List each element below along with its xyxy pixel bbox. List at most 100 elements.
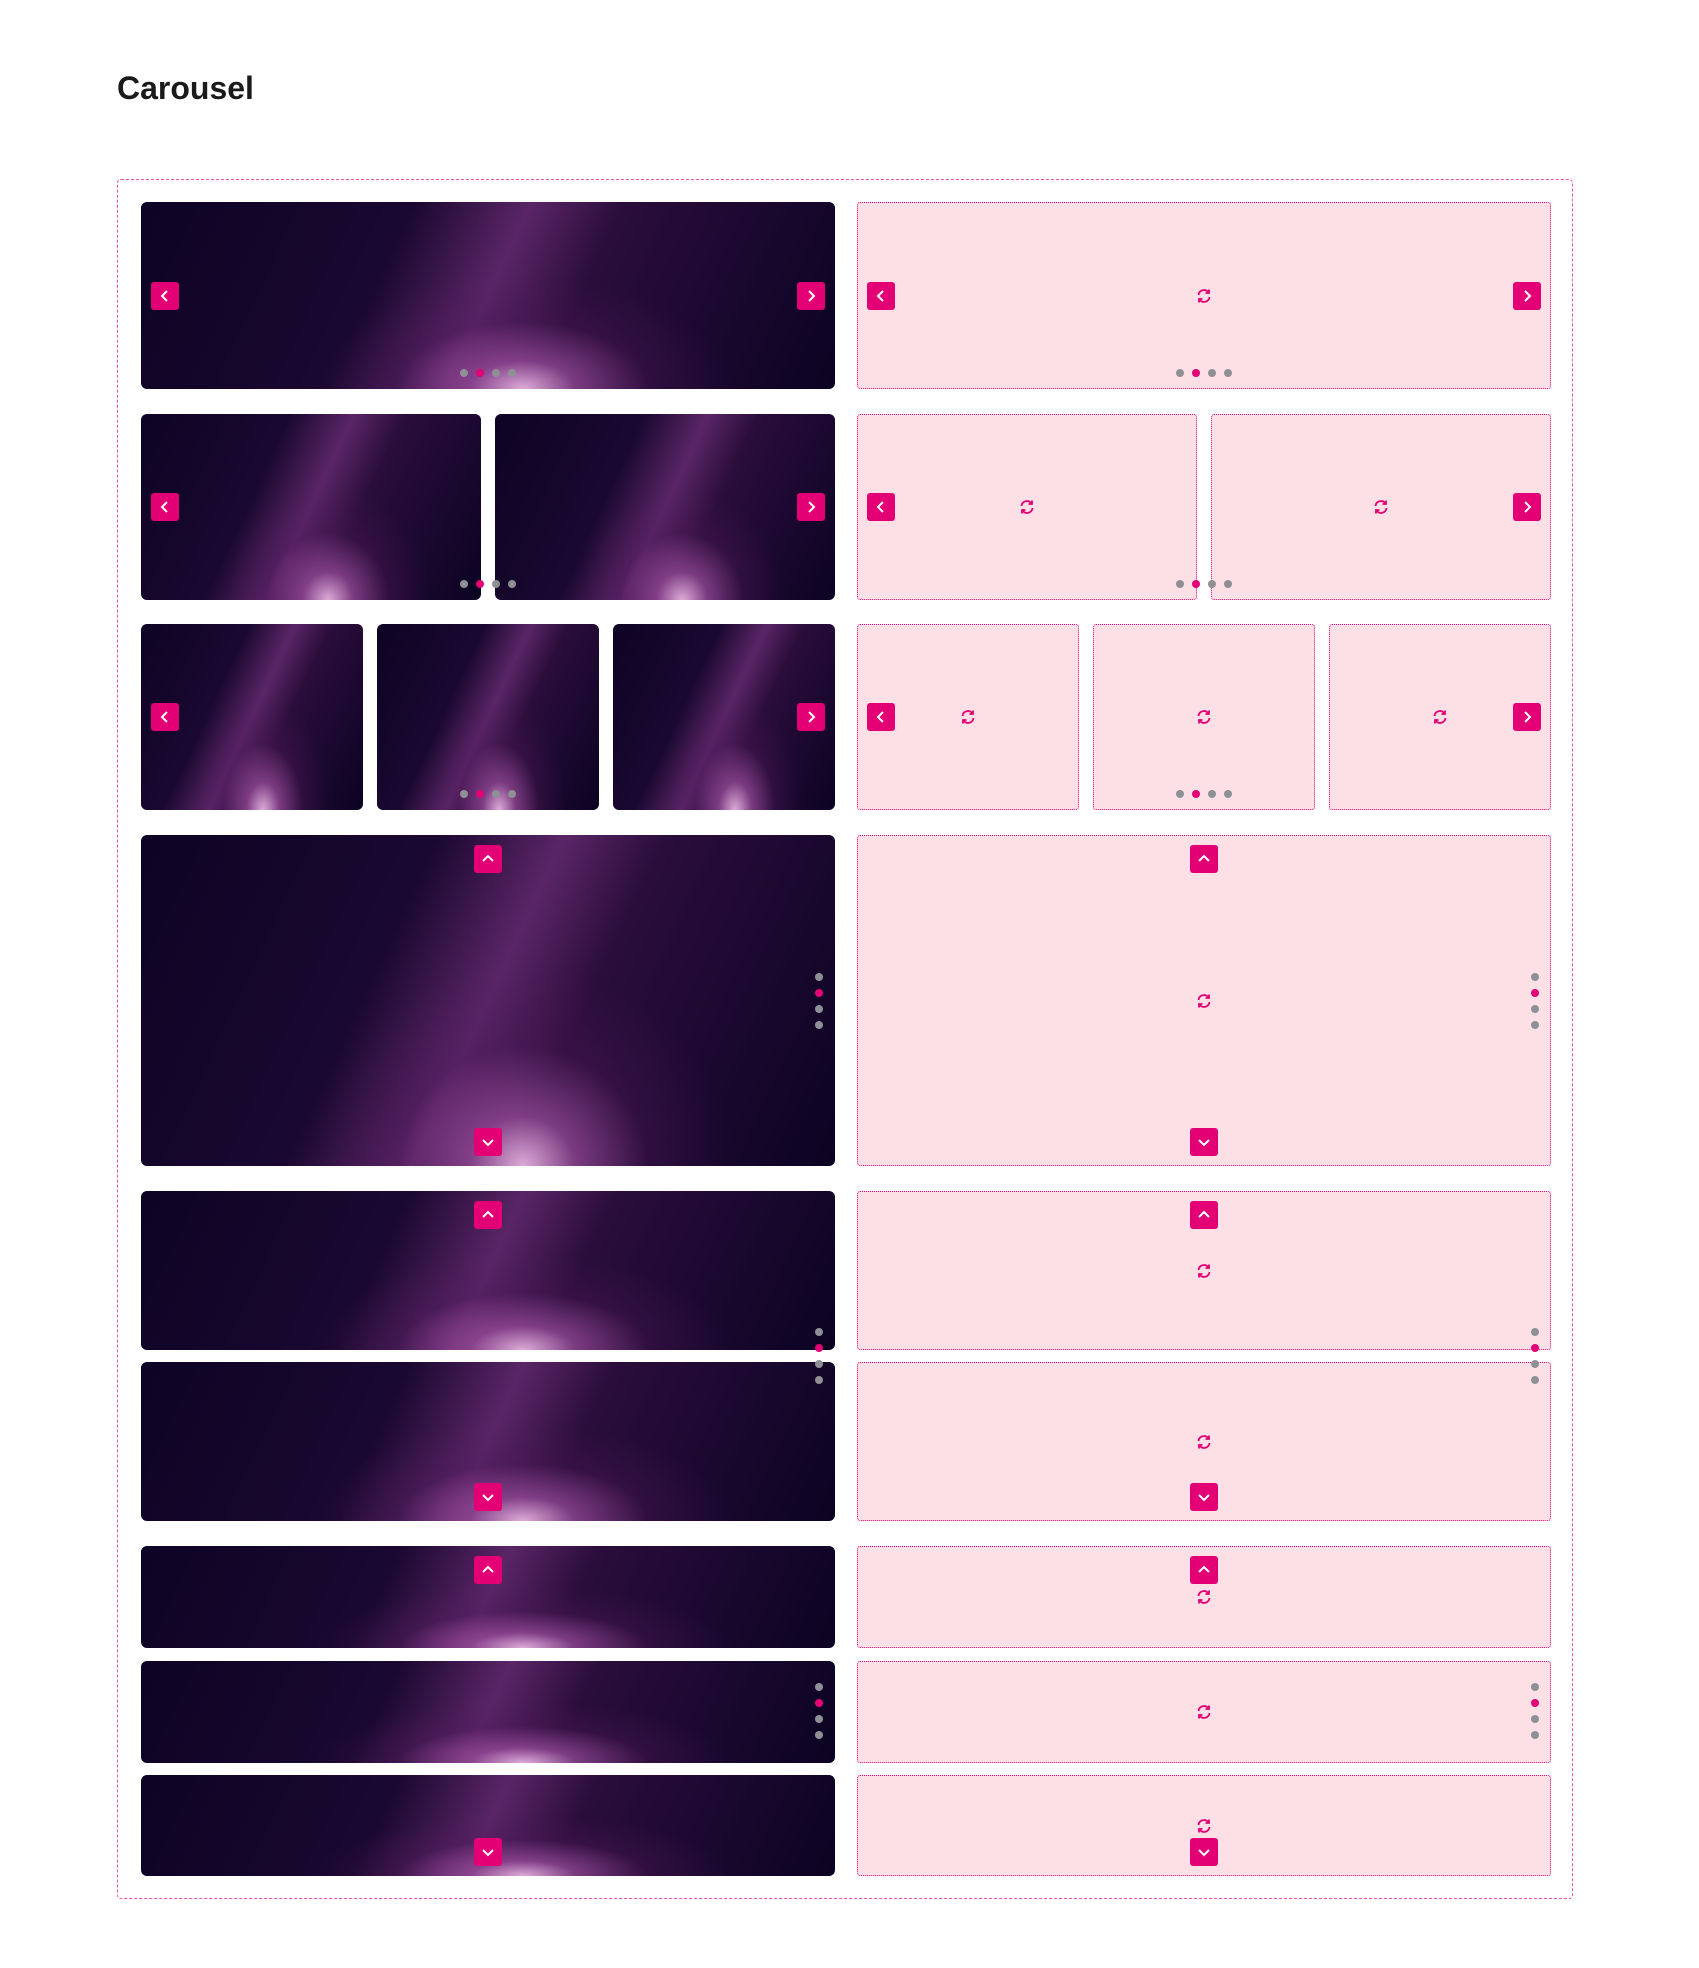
carousel-left-button[interactable] xyxy=(151,703,179,731)
left-icon xyxy=(876,289,884,302)
carousel-slide xyxy=(141,835,835,1166)
carousel-indicator[interactable] xyxy=(815,1328,823,1336)
carousel-left-button[interactable] xyxy=(151,281,179,310)
carousel-down-button[interactable] xyxy=(1190,1128,1218,1156)
carousel-indicator[interactable] xyxy=(508,369,516,377)
carousel-up-button[interactable] xyxy=(1190,845,1218,873)
carousel-down-button[interactable] xyxy=(1190,1483,1218,1511)
left-icon xyxy=(876,501,884,513)
carousel-indicator[interactable] xyxy=(815,1020,823,1029)
right-icon xyxy=(1524,501,1532,513)
refresh-glyph xyxy=(1020,500,1034,514)
carousel-indicator[interactable] xyxy=(1531,1683,1539,1691)
up-icon xyxy=(482,1210,494,1218)
right-icon xyxy=(1524,711,1532,723)
carousel-down-button[interactable] xyxy=(474,1483,502,1511)
carousel-right-button[interactable] xyxy=(1513,493,1541,521)
carousel-indicator[interactable] xyxy=(476,369,484,377)
carousel-indicator[interactable] xyxy=(1208,790,1216,798)
carousel-indicator[interactable] xyxy=(815,1715,823,1723)
carousel-up-button[interactable] xyxy=(474,1556,502,1584)
loading-icon xyxy=(1195,1433,1213,1451)
carousel-up-button[interactable] xyxy=(1190,1201,1218,1229)
slide-placeholder xyxy=(857,414,1197,600)
carousel-up-button[interactable] xyxy=(474,1201,502,1229)
carousel-indicator[interactable] xyxy=(815,1344,823,1352)
carousel-right-button[interactable] xyxy=(797,281,825,310)
carousel-indicator[interactable] xyxy=(476,790,484,798)
carousel-slide xyxy=(141,202,835,389)
carousel-indicator[interactable] xyxy=(1192,369,1200,377)
slide-placeholder xyxy=(857,1661,1551,1763)
carousel-indicator[interactable] xyxy=(492,369,500,377)
carousel-indicator[interactable] xyxy=(508,790,516,798)
carousel-indicator[interactable] xyxy=(1192,790,1200,798)
right-icon xyxy=(808,501,816,513)
loading-icon xyxy=(1195,1703,1213,1721)
carousel-indicator[interactable] xyxy=(1531,1715,1539,1723)
carousel-indicator[interactable] xyxy=(815,1699,823,1707)
carousel-left-button[interactable] xyxy=(867,493,895,521)
carousel-indicator[interactable] xyxy=(815,1376,823,1384)
carousel-down-button[interactable] xyxy=(1190,1838,1218,1866)
carousel-right-button[interactable] xyxy=(797,493,825,521)
carousel-indicator[interactable] xyxy=(1176,580,1184,588)
carousel-indicator[interactable] xyxy=(492,790,500,798)
loading-icon xyxy=(1372,498,1390,516)
carousel-right-button[interactable] xyxy=(1513,703,1541,731)
loading-icon xyxy=(1195,708,1213,726)
carousel-right-button[interactable] xyxy=(797,703,825,731)
carousel-indicator[interactable] xyxy=(815,1683,823,1691)
refresh-glyph xyxy=(1197,993,1211,1008)
down-icon xyxy=(1198,1849,1210,1857)
down-icon xyxy=(1198,1494,1210,1502)
carousel-indicator[interactable] xyxy=(815,1004,823,1013)
carousel-indicator[interactable] xyxy=(1531,1328,1539,1336)
loading-icon xyxy=(959,708,977,726)
carousel-indicator[interactable] xyxy=(1208,369,1216,377)
carousel-indicator[interactable] xyxy=(815,1360,823,1368)
up-icon xyxy=(1198,854,1210,862)
loading-icon xyxy=(1195,287,1213,305)
carousel-up-button[interactable] xyxy=(1190,1556,1218,1584)
carousel-indicator[interactable] xyxy=(460,580,468,588)
carousel-indicator[interactable] xyxy=(1192,580,1200,588)
down-icon xyxy=(482,1494,494,1502)
carousel-indicator[interactable] xyxy=(815,1731,823,1739)
carousel-indicator[interactable] xyxy=(1531,988,1539,997)
carousel-indicator[interactable] xyxy=(1224,580,1232,588)
carousel-indicator[interactable] xyxy=(1224,369,1232,377)
carousel-down-button[interactable] xyxy=(474,1838,502,1866)
carousel-indicator[interactable] xyxy=(1531,1004,1539,1013)
carousel-indicator[interactable] xyxy=(1531,1699,1539,1707)
loading-icon xyxy=(1195,1262,1213,1280)
carousel-indicator[interactable] xyxy=(815,988,823,997)
carousel-indicator[interactable] xyxy=(1531,1376,1539,1384)
carousel-indicator[interactable] xyxy=(460,790,468,798)
carousel-indicator[interactable] xyxy=(1208,580,1216,588)
up-icon xyxy=(482,1565,494,1573)
carousel-indicator[interactable] xyxy=(476,580,484,588)
carousel-right-button[interactable] xyxy=(1513,281,1541,310)
right-icon xyxy=(808,711,816,723)
up-icon xyxy=(1198,1565,1210,1573)
carousel-left-button[interactable] xyxy=(151,493,179,521)
carousel-indicator[interactable] xyxy=(1176,790,1184,798)
carousel-indicator[interactable] xyxy=(1531,1360,1539,1368)
carousel-indicator[interactable] xyxy=(1531,1020,1539,1029)
carousel-left-button[interactable] xyxy=(867,703,895,731)
carousel-indicator[interactable] xyxy=(1531,972,1539,981)
loading-icon xyxy=(1195,1817,1213,1835)
carousel-indicator[interactable] xyxy=(492,580,500,588)
carousel-left-button[interactable] xyxy=(867,281,895,310)
carousel-indicator[interactable] xyxy=(1531,1344,1539,1352)
carousel-up-button[interactable] xyxy=(474,845,502,873)
carousel-indicator[interactable] xyxy=(1531,1731,1539,1739)
carousel-indicator[interactable] xyxy=(460,369,468,377)
slide-placeholder xyxy=(857,202,1551,389)
carousel-indicator[interactable] xyxy=(1224,790,1232,798)
carousel-indicator[interactable] xyxy=(1176,369,1184,377)
carousel-down-button[interactable] xyxy=(474,1128,502,1156)
carousel-indicator[interactable] xyxy=(815,972,823,981)
carousel-indicator[interactable] xyxy=(508,580,516,588)
